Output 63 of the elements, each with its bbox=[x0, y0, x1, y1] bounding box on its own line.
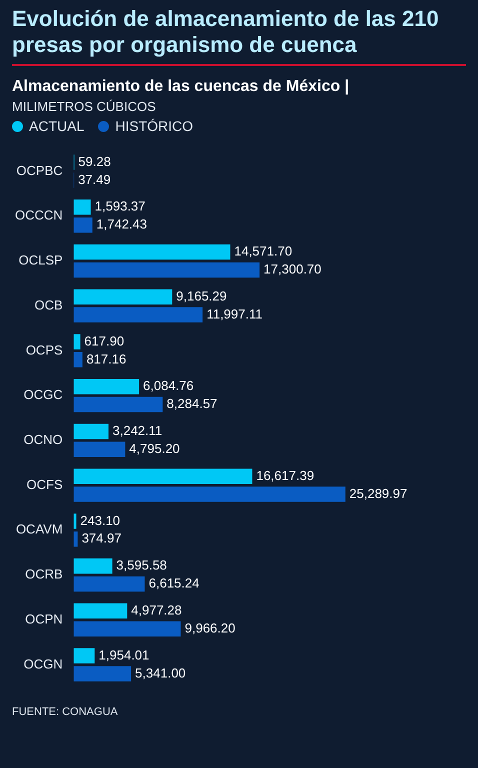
bar bbox=[74, 244, 230, 260]
bar bbox=[74, 396, 163, 412]
bar bbox=[74, 468, 252, 484]
y-tick-label: OCLSP bbox=[18, 252, 63, 268]
y-tick-label: OCRB bbox=[25, 566, 63, 582]
bar bbox=[74, 424, 108, 440]
data-label: 59.28 bbox=[78, 154, 111, 169]
data-label: 11,997.11 bbox=[206, 306, 262, 322]
bar bbox=[74, 378, 140, 394]
y-tick-label: OCAVM bbox=[16, 522, 63, 537]
bar bbox=[74, 514, 76, 529]
y-tick-label: OCGC bbox=[24, 387, 63, 402]
data-label: 817.16 bbox=[86, 351, 126, 366]
data-label: 4,977.28 bbox=[131, 602, 182, 618]
data-label: 3,242.11 bbox=[112, 423, 162, 438]
data-label: 243.10 bbox=[80, 512, 120, 528]
data-label: 4,795.20 bbox=[129, 440, 180, 456]
bar bbox=[74, 558, 112, 574]
data-label: 3,595.58 bbox=[116, 558, 167, 573]
y-tick-label: OCPS bbox=[26, 342, 63, 358]
data-label: 9,966.20 bbox=[184, 620, 236, 636]
data-label: 6,084.76 bbox=[143, 378, 194, 394]
data-label: 1,742.43 bbox=[96, 216, 147, 232]
bar bbox=[74, 334, 80, 350]
y-tick-label: OCNO bbox=[24, 432, 63, 448]
y-tick-label: OCFS bbox=[26, 476, 63, 492]
data-label: 9,165.29 bbox=[176, 288, 227, 304]
y-tick-label: OCPBC bbox=[16, 162, 63, 178]
y-tick-label: OCPN bbox=[25, 611, 63, 626]
text: MILIMETROS CÚBICOS bbox=[12, 99, 157, 114]
bar bbox=[74, 307, 203, 322]
bar bbox=[74, 352, 82, 368]
data-label: 5,341.00 bbox=[135, 665, 186, 680]
legend-label: ACTUAL bbox=[29, 118, 84, 134]
bar bbox=[74, 576, 145, 592]
bar bbox=[74, 289, 172, 304]
bar bbox=[74, 200, 91, 215]
bar bbox=[74, 621, 181, 636]
data-label: 1,593.37 bbox=[94, 198, 146, 214]
bar bbox=[74, 486, 346, 502]
y-tick-label: OCCCN bbox=[14, 208, 63, 223]
chart-subtitle: Almacenamiento de las cuencas de México | bbox=[12, 78, 350, 96]
data-label: 8,284.57 bbox=[166, 396, 218, 412]
data-label: 17,300.70 bbox=[264, 262, 322, 277]
bar bbox=[74, 217, 92, 233]
source-note: FUENTE: CONAGUA bbox=[12, 706, 119, 718]
bar bbox=[74, 648, 95, 664]
y-tick-label: OCB bbox=[34, 297, 63, 312]
chart-title: Evolución de almacenamiento de las 210 presas por organismo de cuenca bbox=[12, 6, 466, 66]
data-label: 16,617.39 bbox=[256, 468, 314, 483]
legend-label: HISTÓRICO bbox=[115, 118, 194, 134]
bar bbox=[74, 603, 128, 619]
bar bbox=[74, 262, 260, 278]
data-label: 25,289.97 bbox=[349, 486, 408, 501]
data-label: 1,954.01 bbox=[98, 647, 150, 662]
bar bbox=[74, 666, 132, 682]
data-label: 6,615.24 bbox=[148, 576, 200, 591]
data-label: 374.97 bbox=[82, 530, 122, 546]
data-label: 617.90 bbox=[84, 333, 124, 348]
y-tick-label: OCGN bbox=[24, 656, 63, 672]
data-label: 14,571.70 bbox=[234, 244, 292, 259]
data-label: 37.49 bbox=[78, 172, 111, 187]
bar bbox=[74, 442, 126, 458]
